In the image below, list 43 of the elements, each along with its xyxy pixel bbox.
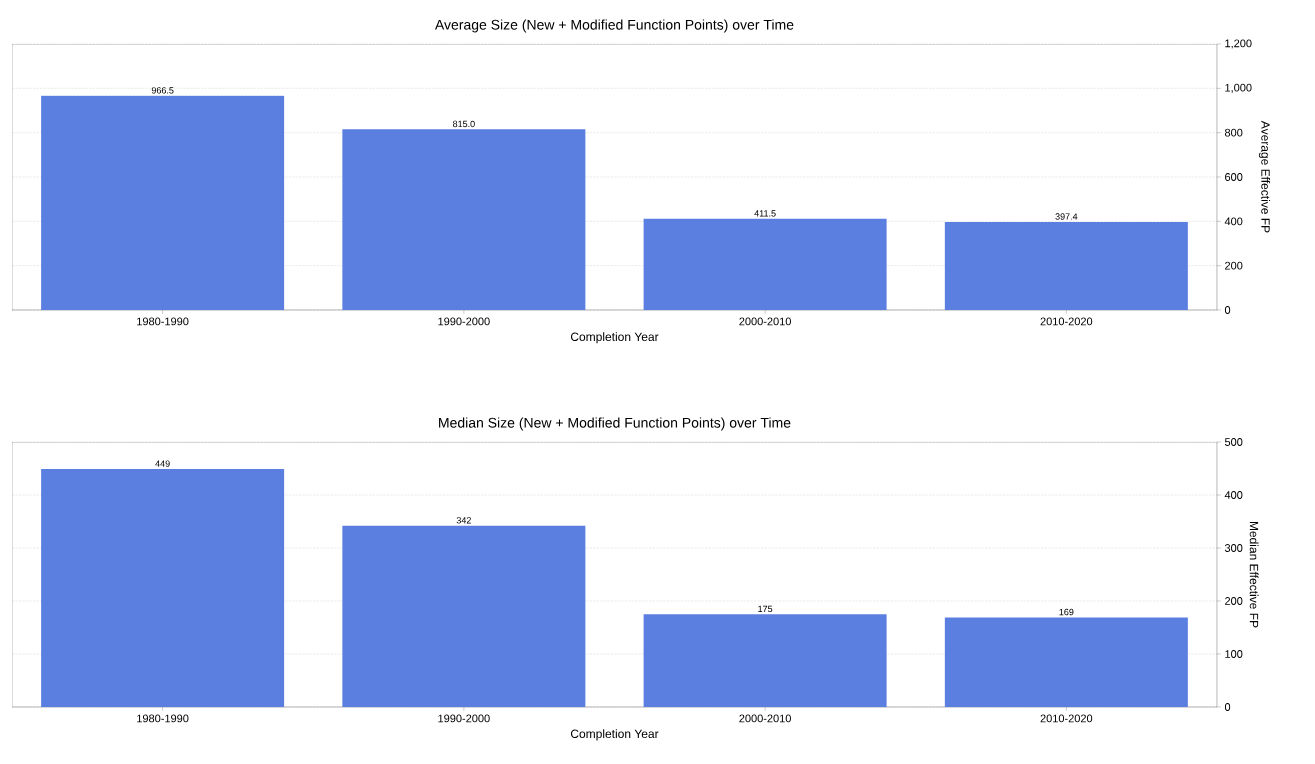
bar: [643, 614, 887, 707]
y-tick-label: 0: [1224, 703, 1231, 711]
bar: [41, 95, 285, 310]
data-label: 815.0: [452, 120, 475, 128]
x-tick-label: 1990-2000: [438, 714, 490, 723]
y-axis-title: Median Effective FP: [1249, 521, 1259, 628]
x-tick-label: 2010-2020: [1040, 714, 1093, 723]
y-tick-label: 100: [1225, 650, 1243, 658]
y-tick-label: 1,000: [1225, 83, 1252, 93]
x-tick-label: 2000-2010: [739, 317, 791, 326]
x-tick-label: 1980-1990: [137, 714, 189, 723]
x-axis-title: Completion Year: [570, 729, 659, 741]
bar: [342, 129, 586, 310]
y-tick-label: 200: [1225, 597, 1243, 605]
bar: [944, 617, 1188, 707]
bar: [643, 218, 887, 310]
data-label: 169: [1059, 608, 1074, 616]
bar: [41, 469, 285, 707]
x-tick-label: 1990-2000: [438, 317, 490, 326]
data-label: 342: [456, 517, 471, 524]
y-tick-label: 0: [1224, 306, 1231, 314]
y-tick-label: 800: [1224, 128, 1243, 137]
data-label: 449: [155, 460, 170, 467]
data-label: 397.4: [1055, 213, 1078, 220]
data-label: 966.5: [151, 87, 174, 94]
y-tick-label: 600: [1225, 173, 1243, 181]
y-tick-label: 200: [1225, 261, 1243, 270]
y-tick-label: 1,200: [1225, 39, 1252, 49]
x-tick-label: 2010-2020: [1040, 317, 1093, 326]
x-tick-label: 1980-1990: [137, 317, 189, 326]
y-tick-label: 400: [1224, 217, 1243, 226]
y-axis-title: Average Effective FP: [1258, 120, 1271, 233]
y-tick-label: 300: [1224, 544, 1243, 552]
y-tick-label: 400: [1224, 491, 1243, 499]
x-axis-title: Completion Year: [570, 332, 659, 344]
data-label: 411.5: [754, 210, 776, 217]
chart-title: Median Size (New + Modified Function Points) over Time: [439, 417, 791, 431]
x-tick-label: 2000-2010: [739, 714, 791, 723]
chart-title: Average Size (New + Modified Function Points) over Time: [434, 19, 794, 33]
data-label: 175: [758, 605, 773, 613]
bar: [944, 221, 1188, 310]
bar: [342, 525, 586, 707]
y-tick-label: 500: [1224, 438, 1243, 446]
